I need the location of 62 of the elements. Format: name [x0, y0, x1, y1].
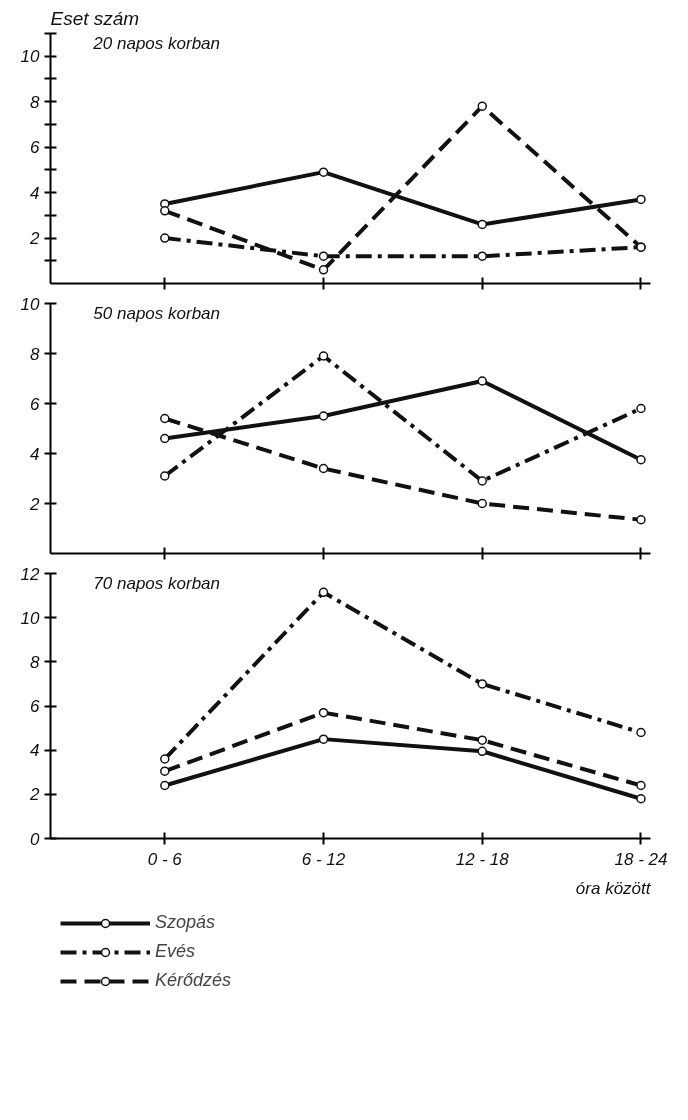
- point: [477, 746, 487, 757]
- y-tick-label: 8: [30, 652, 41, 672]
- y-tick-label: 10: [20, 47, 41, 67]
- legend-label: Evés: [155, 941, 196, 962]
- point: [636, 455, 646, 465]
- point: [318, 734, 329, 744]
- y-axis-title: Eset szám: [50, 7, 140, 29]
- point: [160, 766, 170, 776]
- y-tick-label: 6: [30, 394, 41, 414]
- point: [636, 794, 646, 804]
- point: [318, 463, 329, 474]
- point: [318, 351, 329, 361]
- y-tick-label: 4: [30, 741, 40, 761]
- point: [477, 498, 487, 509]
- y-tick-label: 0: [30, 829, 41, 849]
- y-tick-label: 2: [29, 494, 41, 514]
- y-tick-label: 6: [30, 697, 41, 716]
- chart-title: 70 napos korban: [93, 573, 221, 593]
- y-tick-label: 10: [20, 608, 41, 628]
- point: [160, 413, 170, 424]
- y-tick-label: 6: [30, 138, 41, 158]
- x-tick-label: 12 - 18: [455, 849, 510, 869]
- point: [318, 587, 329, 598]
- legend-label: Kérődzés: [155, 970, 232, 991]
- point: [160, 780, 170, 791]
- point: [636, 403, 646, 414]
- point: [318, 411, 329, 421]
- x-tick-label: 18 - 24: [614, 849, 668, 869]
- point: [477, 219, 487, 230]
- point: [477, 735, 487, 745]
- point: [636, 194, 646, 205]
- y-tick-label: 8: [30, 92, 41, 112]
- point: [160, 233, 170, 243]
- point: [160, 433, 170, 444]
- y-tick-label: 12: [20, 564, 41, 584]
- point: [160, 754, 170, 764]
- y-tick-label: 2: [29, 229, 41, 249]
- y-tick-label: 10: [20, 294, 41, 314]
- point: [318, 265, 329, 275]
- y-tick-label: 4: [30, 444, 40, 464]
- x-tick-label: 6 - 12: [301, 849, 346, 869]
- point: [477, 101, 487, 111]
- point: [318, 707, 329, 718]
- legend-label: Szopás: [155, 912, 216, 933]
- point: [477, 376, 487, 386]
- x-axis-title: óra között: [575, 878, 652, 898]
- point: [477, 251, 487, 261]
- y-tick-label: 8: [30, 344, 41, 364]
- x-tick-label: 0 - 6: [147, 849, 183, 869]
- point: [477, 679, 487, 689]
- point: [318, 251, 329, 261]
- point: [477, 476, 487, 486]
- chart-title: 20 napos korban: [92, 33, 221, 53]
- y-tick-label: 2: [29, 785, 41, 805]
- point: [636, 727, 646, 738]
- point: [318, 167, 329, 177]
- y-tick-label: 4: [30, 183, 40, 203]
- chart-title: 50 napos korban: [93, 303, 221, 323]
- point: [636, 515, 646, 525]
- point: [160, 471, 170, 481]
- point: [160, 206, 170, 216]
- point: [636, 780, 646, 791]
